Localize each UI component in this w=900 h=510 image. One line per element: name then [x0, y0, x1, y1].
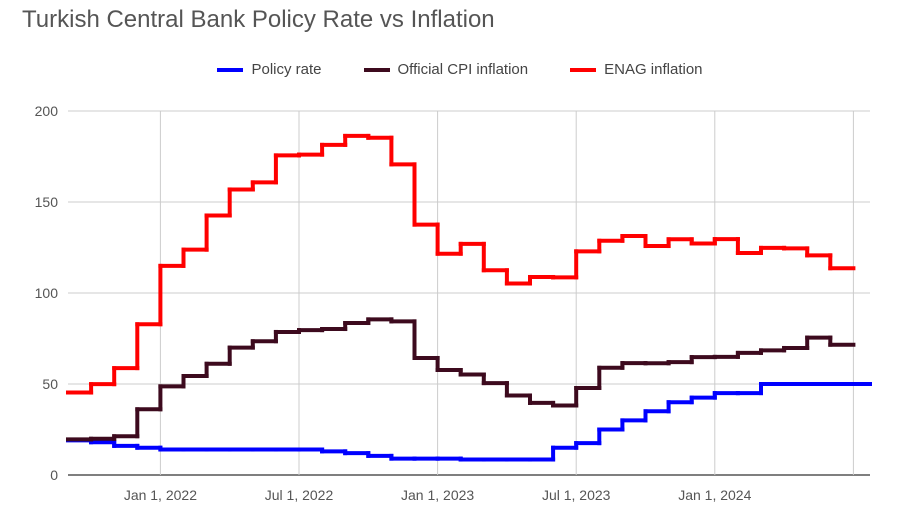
legend: Policy rate Official CPI inflation ENAG … — [0, 61, 900, 78]
y-tick-label: 100 — [35, 285, 59, 301]
legend-label: ENAG inflation — [604, 61, 703, 78]
x-tick-label: Jul 1, 2023 — [542, 487, 611, 503]
legend-item-official-cpi[interactable]: Official CPI inflation — [363, 61, 529, 78]
x-tick-label: Jan 1, 2023 — [401, 487, 474, 503]
legend-item-enag[interactable]: ENAG inflation — [570, 61, 703, 78]
legend-item-policy-rate[interactable]: Policy rate — [217, 61, 322, 78]
y-tick-label: 0 — [50, 467, 58, 483]
chart-title: Turkish Central Bank Policy Rate vs Infl… — [22, 6, 495, 33]
x-tick-label: Jan 1, 2022 — [124, 487, 197, 503]
y-tick-label: 50 — [42, 376, 58, 392]
legend-label: Official CPI inflation — [397, 61, 529, 78]
x-tick-label: Jan 1, 2024 — [678, 487, 751, 503]
y-tick-label: 150 — [35, 194, 59, 210]
x-tick-label: Jul 1, 2022 — [265, 487, 334, 503]
legend-swatch — [570, 67, 597, 72]
legend-label: Policy rate — [251, 61, 322, 78]
y-tick-label: 200 — [35, 103, 59, 119]
legend-swatch — [363, 67, 390, 72]
legend-swatch — [217, 67, 244, 72]
